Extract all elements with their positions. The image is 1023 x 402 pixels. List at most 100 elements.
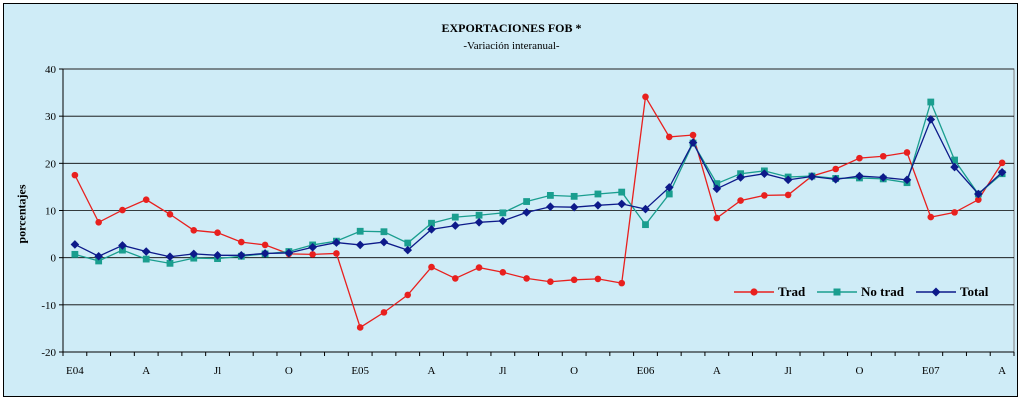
data-point-total bbox=[831, 175, 840, 184]
data-point-total bbox=[997, 167, 1007, 177]
data-point-trad bbox=[713, 214, 721, 222]
data-point-total bbox=[118, 241, 127, 250]
data-point-trad bbox=[594, 275, 602, 283]
data-point-no-trad bbox=[451, 213, 459, 221]
data-point-trad bbox=[998, 159, 1006, 167]
data-point-trad bbox=[71, 171, 79, 179]
x-tick-label: O bbox=[570, 365, 578, 377]
data-point-trad bbox=[832, 165, 839, 173]
data-point-trad bbox=[642, 93, 649, 101]
data-point-total bbox=[617, 199, 627, 209]
data-point-trad bbox=[333, 250, 340, 257]
legend-swatch-no-trad bbox=[817, 288, 857, 296]
data-point-total bbox=[736, 173, 745, 182]
legend-swatch-trad bbox=[734, 288, 774, 296]
data-point-total bbox=[308, 242, 317, 252]
x-tick-label: E04 bbox=[66, 365, 84, 377]
data-point-total bbox=[427, 225, 436, 234]
series-line-trad bbox=[74, 94, 1003, 329]
data-point-trad bbox=[975, 196, 982, 203]
data-point-trad bbox=[475, 264, 483, 271]
data-point-total bbox=[213, 251, 222, 260]
data-point-trad bbox=[95, 218, 102, 226]
x-tick-label: Jl bbox=[784, 365, 791, 377]
data-point-no-trad bbox=[166, 259, 174, 267]
data-point-trad bbox=[879, 152, 887, 160]
data-point-total bbox=[807, 172, 817, 181]
legend-marker-no-trad bbox=[833, 288, 841, 296]
x-tick-label: Jl bbox=[214, 365, 221, 377]
data-point-no-trad bbox=[142, 255, 150, 263]
data-point-trad bbox=[142, 196, 150, 203]
data-point-total bbox=[688, 138, 698, 147]
data-point-total bbox=[355, 240, 365, 250]
legend-label-trad: Trad bbox=[778, 284, 806, 299]
legend-item-no-trad: No trad bbox=[817, 280, 904, 304]
x-tick-label: E07 bbox=[922, 365, 940, 377]
data-point-no-trad bbox=[356, 227, 364, 235]
data-point-trad bbox=[214, 229, 221, 236]
chart-subtitle: -Variación interanual- bbox=[463, 40, 560, 52]
data-point-total bbox=[165, 252, 175, 262]
x-tick-label: O bbox=[285, 365, 293, 377]
x-tick-label: E05 bbox=[351, 365, 369, 377]
data-point-trad bbox=[190, 227, 198, 234]
data-point-no-trad bbox=[95, 257, 103, 265]
y-tick-label: 20 bbox=[45, 158, 57, 170]
data-point-trad bbox=[856, 154, 863, 162]
data-point-trad bbox=[309, 251, 316, 258]
data-point-no-trad bbox=[119, 246, 126, 254]
data-point-trad bbox=[499, 268, 507, 276]
data-point-no-trad bbox=[404, 239, 412, 247]
data-point-no-trad bbox=[546, 192, 554, 199]
data-point-total bbox=[260, 249, 270, 258]
data-point-total bbox=[974, 189, 983, 199]
data-point-total bbox=[664, 183, 674, 192]
data-point-trad bbox=[784, 191, 792, 199]
data-point-total bbox=[546, 202, 555, 212]
x-tick-label: A bbox=[998, 365, 1006, 377]
legend-label-total: Total bbox=[960, 284, 989, 299]
data-point-total bbox=[474, 217, 484, 227]
data-point-trad bbox=[689, 131, 697, 139]
data-point-total bbox=[70, 240, 80, 249]
data-point-trad bbox=[451, 275, 459, 282]
data-point-no-trad bbox=[570, 192, 578, 200]
data-point-no-trad bbox=[475, 211, 483, 219]
data-point-total bbox=[760, 169, 769, 179]
data-point-total bbox=[450, 221, 460, 230]
data-point-total bbox=[498, 216, 508, 226]
y-tick-label: -20 bbox=[41, 347, 56, 359]
legend-swatch-total bbox=[916, 287, 956, 297]
data-point-total bbox=[593, 201, 603, 210]
data-point-trad bbox=[404, 291, 412, 299]
data-point-no-trad bbox=[428, 219, 435, 227]
y-tick-label: -10 bbox=[41, 300, 56, 312]
data-point-no-trad bbox=[499, 209, 507, 217]
data-point-total bbox=[950, 162, 959, 172]
data-point-trad bbox=[665, 133, 673, 141]
data-point-total bbox=[403, 245, 413, 255]
data-point-total bbox=[878, 173, 888, 182]
data-point-no-trad bbox=[618, 188, 626, 196]
data-point-trad bbox=[903, 149, 911, 156]
data-point-trad bbox=[547, 278, 554, 286]
data-point-total bbox=[569, 202, 579, 212]
data-point-total bbox=[284, 248, 294, 258]
x-tick-label: A bbox=[142, 365, 150, 377]
data-point-total bbox=[902, 175, 912, 185]
legend: Trad No trad Total bbox=[730, 280, 993, 304]
legend-item-trad: Trad bbox=[734, 280, 805, 304]
data-point-total bbox=[712, 184, 722, 194]
data-point-total bbox=[522, 208, 531, 217]
data-point-no-trad bbox=[951, 156, 958, 164]
data-point-trad bbox=[261, 241, 269, 249]
data-point-trad bbox=[570, 276, 578, 284]
data-point-total bbox=[237, 251, 246, 260]
data-point-no-trad bbox=[380, 228, 388, 236]
x-tick-label: A bbox=[713, 365, 721, 377]
data-point-no-trad bbox=[713, 180, 721, 188]
y-tick-label: 40 bbox=[45, 64, 57, 76]
y-tick-label: 30 bbox=[45, 111, 57, 123]
